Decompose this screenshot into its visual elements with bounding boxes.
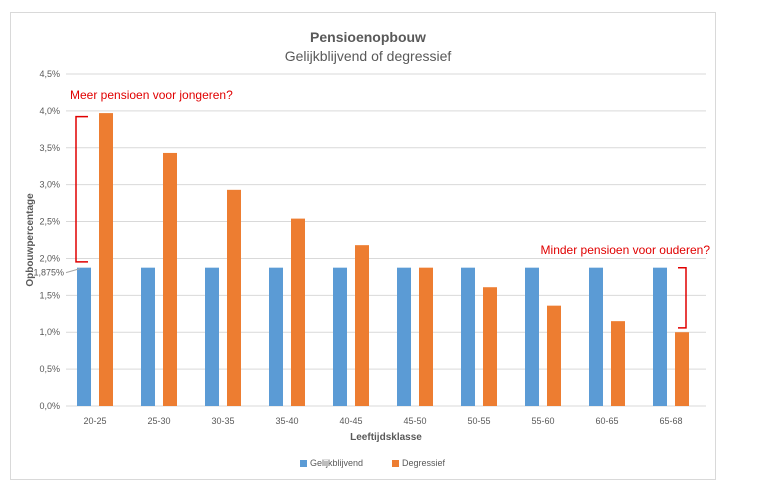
x-tick-label: 60-65	[595, 416, 618, 426]
annotation-text: Meer pensioen voor jongeren?	[70, 88, 233, 102]
bars	[77, 113, 689, 406]
annotation-bracket	[75, 115, 88, 263]
legend-entry[interactable]: Degressief	[402, 458, 446, 468]
y-axis-ticks: 0,0% 0,5% 1,0% 1,5% 2,0% 2,5% 3,0% 3,5% 4,0% 4,5%	[39, 69, 60, 411]
x-tick-label: 25-30	[147, 416, 170, 426]
x-tick-label: 55-60	[531, 416, 554, 426]
y-tick-label: 0,5%	[39, 364, 60, 374]
bar-degressief-55-60	[547, 305, 561, 406]
x-tick-label: 35-40	[275, 416, 298, 426]
bar-gelijkblijvend-65-68	[653, 267, 667, 406]
gridlines	[66, 73, 706, 407]
bar-degressief-60-65	[611, 321, 625, 406]
bar-degressief-25-30	[163, 152, 177, 406]
y-tick-label: 1,5%	[39, 290, 60, 300]
legend-swatch	[392, 460, 399, 467]
y-tick-label: 4,5%	[39, 69, 60, 79]
bar-gelijkblijvend-25-30	[141, 267, 155, 406]
x-axis-label: Leeftijdsklasse	[350, 432, 422, 443]
annotations: Meer pensioen voor jongeren? Minder pensi…	[70, 88, 711, 329]
chart-subtitle: Gelijkblijvend of degressief	[285, 48, 452, 64]
x-tick-label: 20-25	[83, 416, 106, 426]
legend-entry[interactable]: Gelijkblijvend	[310, 458, 363, 468]
legend[interactable]: Gelijkblijvend Degressief	[300, 458, 446, 468]
bar-degressief-45-50	[419, 267, 433, 406]
bar-degressief-30-35	[227, 189, 241, 406]
y-tick-label: 4,0%	[39, 106, 60, 116]
bar-gelijkblijvend-35-40	[269, 267, 283, 406]
reference-pointer	[65, 268, 81, 274]
legend-swatch	[300, 460, 307, 467]
chart-title: Pensioenopbouw	[310, 29, 426, 45]
annotation-text: Minder pensioen voor ouderen?	[541, 243, 711, 257]
reference-marker: 1,875%	[33, 268, 81, 278]
y-tick-label: 0,0%	[39, 401, 60, 411]
x-axis-ticks: 20-25 25-30 30-35 35-40 40-45 45-50 50-55 55-60…	[83, 416, 682, 426]
y-tick-label: 2,5%	[39, 217, 60, 227]
bar-gelijkblijvend-20-25	[77, 267, 91, 406]
bar-degressief-35-40	[291, 218, 305, 406]
x-tick-label: 50-55	[467, 416, 490, 426]
bar-gelijkblijvend-60-65	[589, 267, 603, 406]
bar-gelijkblijvend-45-50	[397, 267, 411, 406]
x-tick-label: 30-35	[211, 416, 234, 426]
bar-gelijkblijvend-40-45	[333, 267, 347, 406]
bar-degressief-50-55	[483, 287, 497, 406]
bar-gelijkblijvend-55-60	[525, 267, 539, 406]
bar-degressief-40-45	[355, 245, 369, 406]
bar-gelijkblijvend-50-55	[461, 267, 475, 406]
reference-label: 1,875%	[33, 268, 64, 278]
annotation-bracket	[678, 267, 687, 329]
y-tick-label: 3,0%	[39, 180, 60, 190]
y-tick-label: 1,0%	[39, 327, 60, 337]
x-tick-label: 45-50	[403, 416, 426, 426]
y-axis-label: Opbouwpercentage	[25, 193, 36, 287]
x-tick-label: 40-45	[339, 416, 362, 426]
bar-degressief-65-68	[675, 332, 689, 406]
x-tick-label: 65-68	[659, 416, 682, 426]
y-tick-label: 3,5%	[39, 143, 60, 153]
y-tick-label: 2,0%	[39, 253, 60, 263]
bar-gelijkblijvend-30-35	[205, 267, 219, 406]
bar-degressief-20-25	[99, 113, 113, 406]
